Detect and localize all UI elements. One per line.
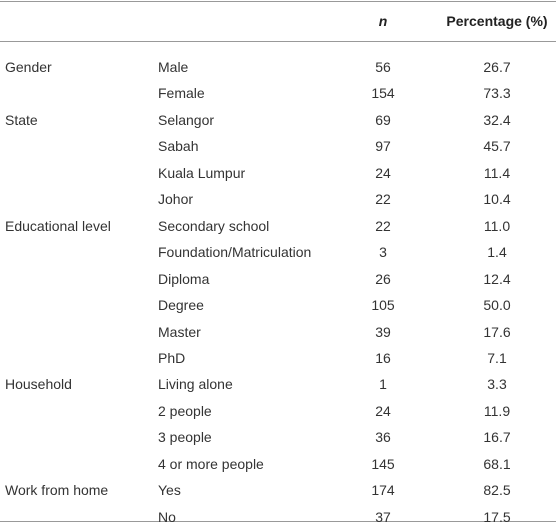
percentage-cell: 68.1 (483, 455, 511, 472)
row-label: Sabah (158, 138, 199, 155)
percentage-cell: 11.9 (483, 402, 511, 419)
percentage-cell: 45.7 (483, 138, 511, 155)
group-label: Household (5, 376, 72, 393)
row-label: 2 people (158, 402, 212, 419)
n-cell: 3 (379, 244, 387, 261)
n-cell: 154 (371, 85, 395, 102)
top-rule (0, 1, 556, 2)
percentage-cell: 32.4 (483, 111, 511, 128)
percentage-cell: 12.4 (483, 270, 511, 287)
row-label: Selangor (158, 111, 215, 128)
row-label: 4 or more people (158, 455, 264, 472)
n-cell: 174 (371, 482, 395, 499)
percentage-cell: 10.4 (483, 191, 511, 208)
percentage-cell: 17.5 (483, 508, 511, 523)
n-cell: 56 (375, 59, 391, 75)
n-cell: 36 (375, 429, 391, 446)
n-cell: 97 (375, 138, 391, 155)
n-cell: 24 (375, 402, 391, 419)
percentage-cell: 11.4 (483, 164, 511, 181)
row-label: PhD (158, 349, 186, 366)
row-label: 3 people (158, 429, 212, 446)
header-n: n (378, 13, 388, 29)
n-cell: 22 (375, 191, 391, 208)
group-label: Gender (5, 59, 52, 75)
percentage-cell: 3.3 (487, 376, 507, 393)
row-label: Foundation/Matriculation (158, 244, 312, 261)
bottom-rule (0, 521, 556, 522)
n-cell: 16 (375, 349, 391, 366)
n-cell: 1 (379, 376, 387, 393)
row-label: No (158, 508, 176, 523)
n-cell: 39 (375, 323, 391, 340)
group-label: Work from home (5, 482, 109, 499)
n-cell: 22 (375, 217, 391, 234)
n-cell: 37 (375, 508, 391, 523)
n-cell: 105 (371, 297, 395, 314)
row-label: Kuala Lumpur (158, 164, 246, 181)
percentage-cell: 17.6 (483, 323, 511, 340)
n-cell: 145 (371, 455, 395, 472)
percentage-cell: 1.4 (487, 244, 507, 261)
percentage-cell: 26.7 (483, 59, 511, 75)
group-label: Educational level (5, 217, 111, 234)
percentage-cell: 11.0 (483, 217, 511, 234)
header-percentage: Percentage (%) (446, 13, 548, 29)
row-label: Secondary school (158, 217, 270, 234)
percentage-cell: 50.0 (483, 297, 511, 314)
row-label: Master (158, 323, 201, 340)
row-label: Degree (158, 297, 204, 314)
row-label: Yes (158, 482, 181, 499)
row-label: Male (158, 59, 189, 75)
percentage-cell: 82.5 (483, 482, 511, 499)
row-label: Diploma (158, 270, 210, 287)
group-label: State (5, 111, 38, 128)
percentage-cell: 16.7 (483, 429, 511, 446)
row-label: Living alone (158, 376, 233, 393)
row-label: Johor (158, 191, 194, 208)
header-rule (0, 41, 556, 42)
percentage-cell: 7.1 (487, 349, 507, 366)
row-label: Female (158, 85, 205, 102)
n-cell: 69 (375, 111, 391, 128)
percentage-cell: 73.3 (483, 85, 511, 102)
n-cell: 24 (375, 164, 391, 181)
n-cell: 26 (375, 270, 391, 287)
